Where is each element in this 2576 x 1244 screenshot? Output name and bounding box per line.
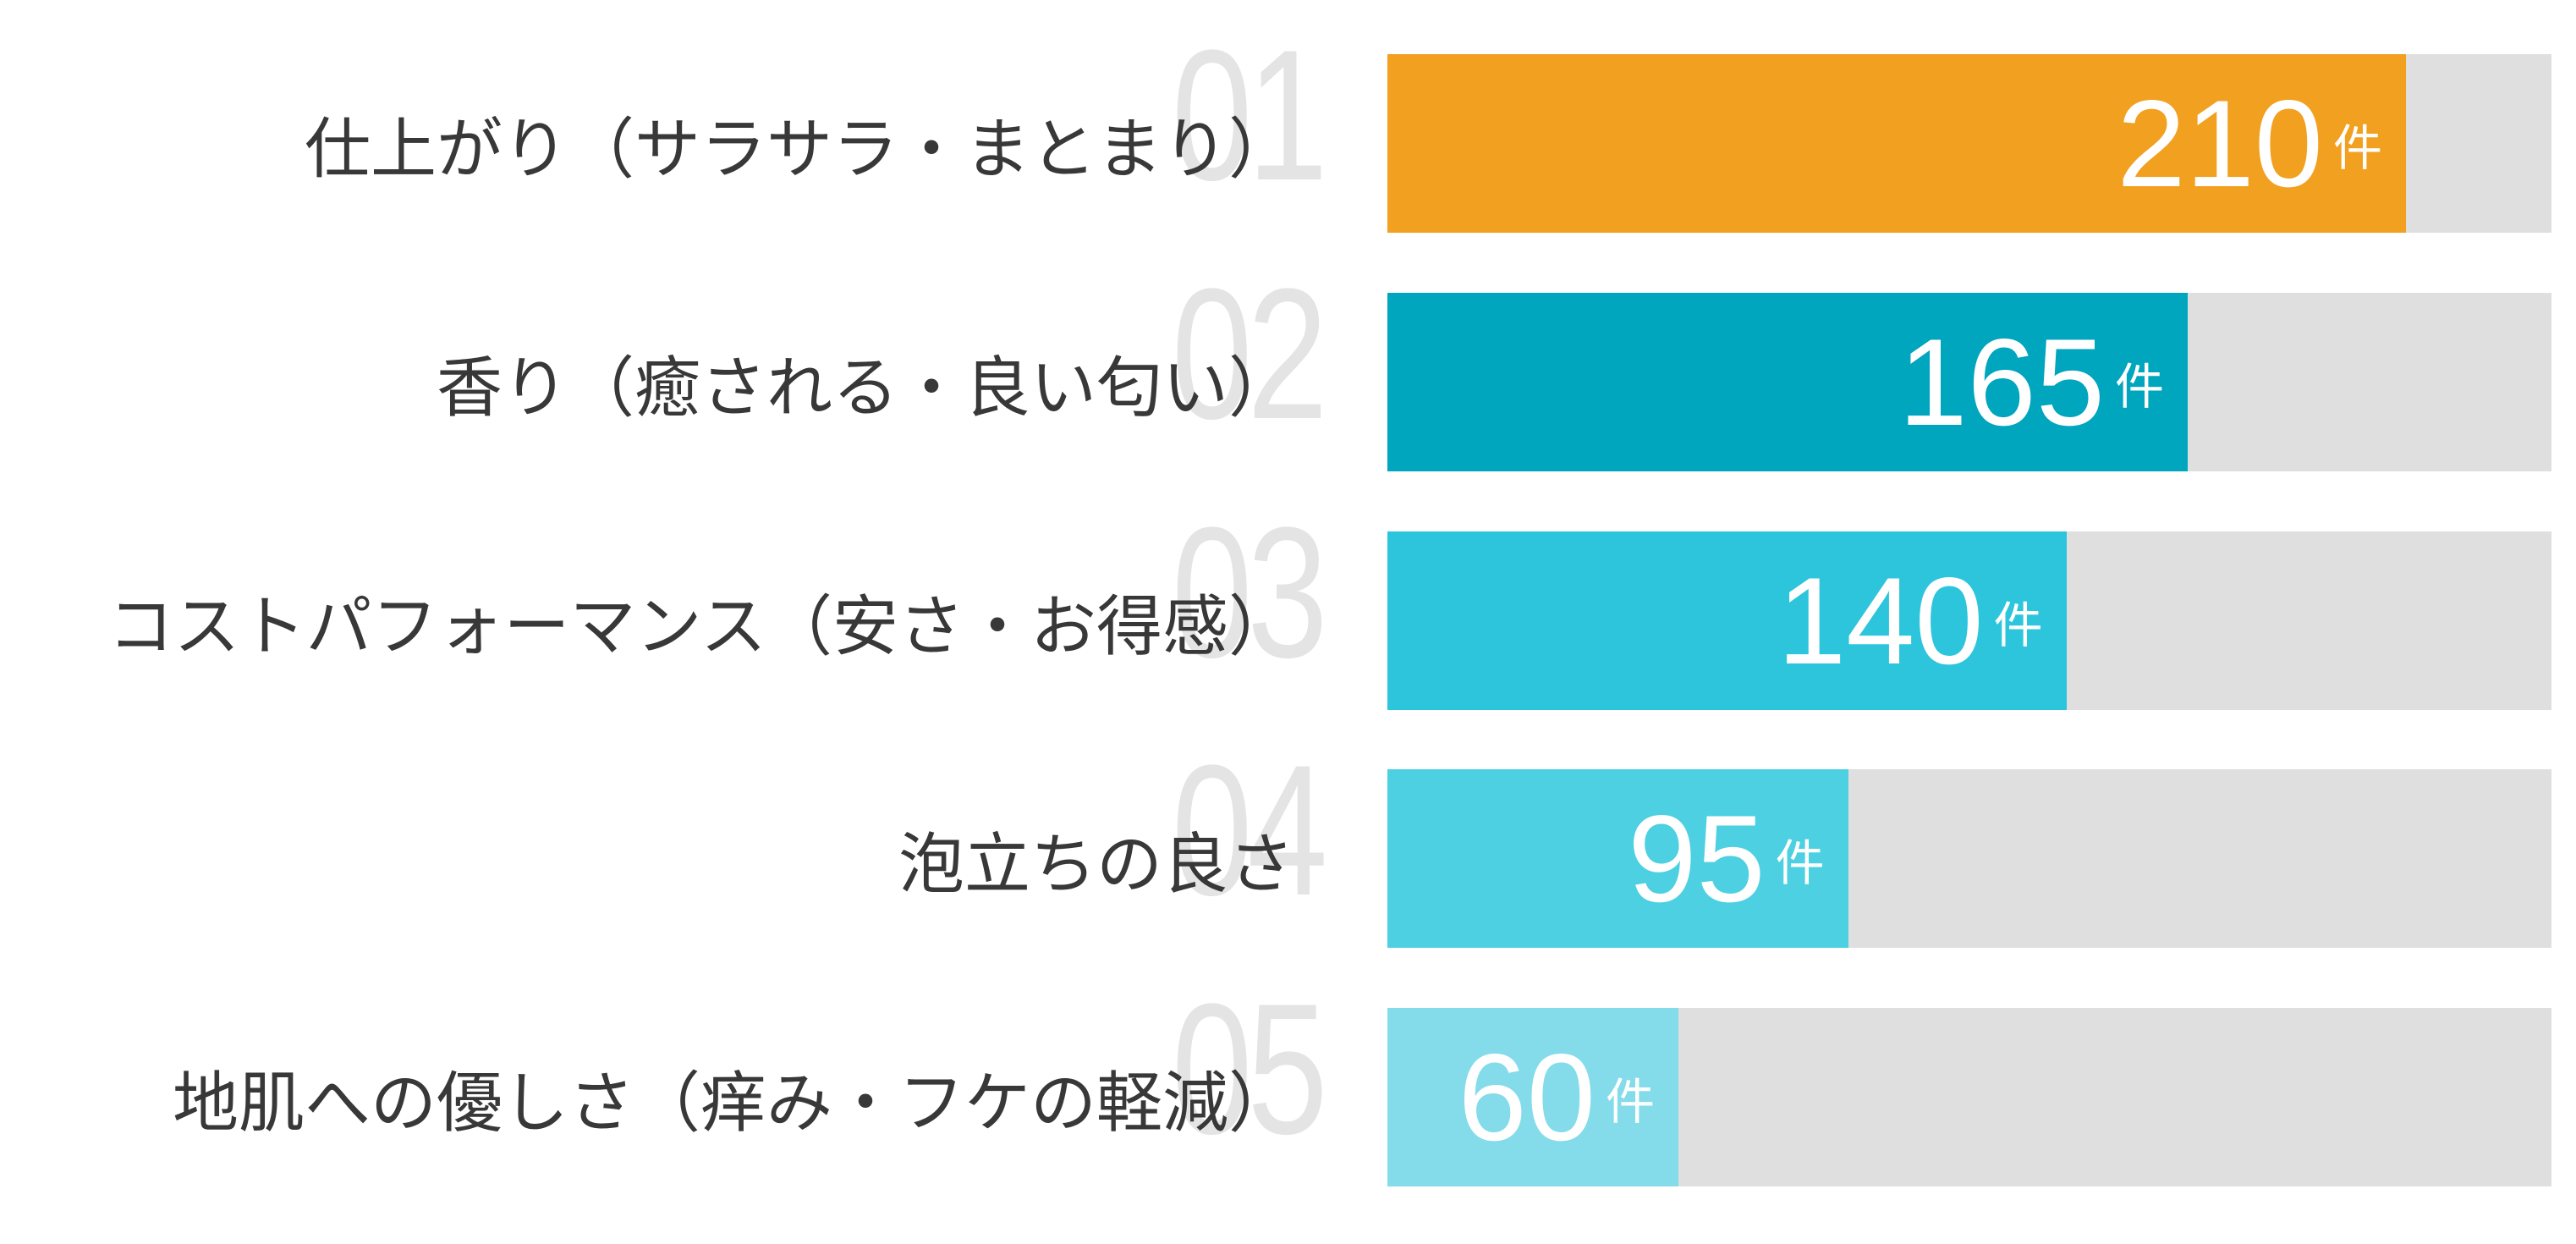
category-label: コストパフォーマンス（安さ・お得感） xyxy=(107,588,1294,663)
bar-fill: 140 件 xyxy=(1387,531,2067,710)
row-index-number: 02 xyxy=(1172,250,1328,458)
bar-value-unit: 件 xyxy=(2332,120,2382,176)
bar-fill: 210 件 xyxy=(1387,54,2406,233)
bar-value-unit: 件 xyxy=(2114,359,2164,415)
chart-row: 04 泡立ちの良さ 95 件 xyxy=(0,737,2576,948)
bar-track: 95 件 xyxy=(1387,769,2551,948)
bar-value-unit: 件 xyxy=(1605,1074,1655,1130)
category-label: 地肌への優しさ（痒み・フケの軽減） xyxy=(172,1065,1294,1140)
bar-track: 140 件 xyxy=(1387,531,2551,710)
bar-value-unit: 件 xyxy=(1775,835,1825,891)
bar-fill: 165 件 xyxy=(1387,293,2188,471)
bar-fill: 95 件 xyxy=(1387,769,1848,948)
bar-track: 165 件 xyxy=(1387,293,2551,471)
chart-row: 05 地肌への優しさ（痒み・フケの軽減） 60 件 xyxy=(0,976,2576,1186)
bar-value-unit: 件 xyxy=(1993,597,2043,653)
chart-row: 03 コストパフォーマンス（安さ・お得感） 140 件 xyxy=(0,499,2576,710)
bar-value: 140 xyxy=(1777,551,1984,690)
bar-value: 165 xyxy=(1898,312,2105,451)
bar-track: 60 件 xyxy=(1387,1008,2551,1186)
bar-value: 210 xyxy=(2117,74,2323,212)
bar-track: 210 件 xyxy=(1387,54,2551,233)
row-index-number: 03 xyxy=(1172,488,1328,696)
bar-value: 95 xyxy=(1628,789,1766,927)
row-index-number: 05 xyxy=(1172,965,1328,1173)
chart-row: 02 香り（癒される・良い匂い） 165 件 xyxy=(0,261,2576,471)
bar-value: 60 xyxy=(1458,1027,1596,1166)
category-label: 仕上がり（サラサラ・まとまり） xyxy=(304,111,1294,186)
category-label: 香り（癒される・良い匂い） xyxy=(436,350,1294,425)
row-index-number: 01 xyxy=(1172,11,1328,219)
row-index-number: 04 xyxy=(1172,726,1328,934)
chart-row: 01 仕上がり（サラサラ・まとまり） 210 件 xyxy=(0,22,2576,233)
bar-fill: 60 件 xyxy=(1387,1008,1678,1186)
category-label: 泡立ちの良さ xyxy=(898,826,1294,901)
